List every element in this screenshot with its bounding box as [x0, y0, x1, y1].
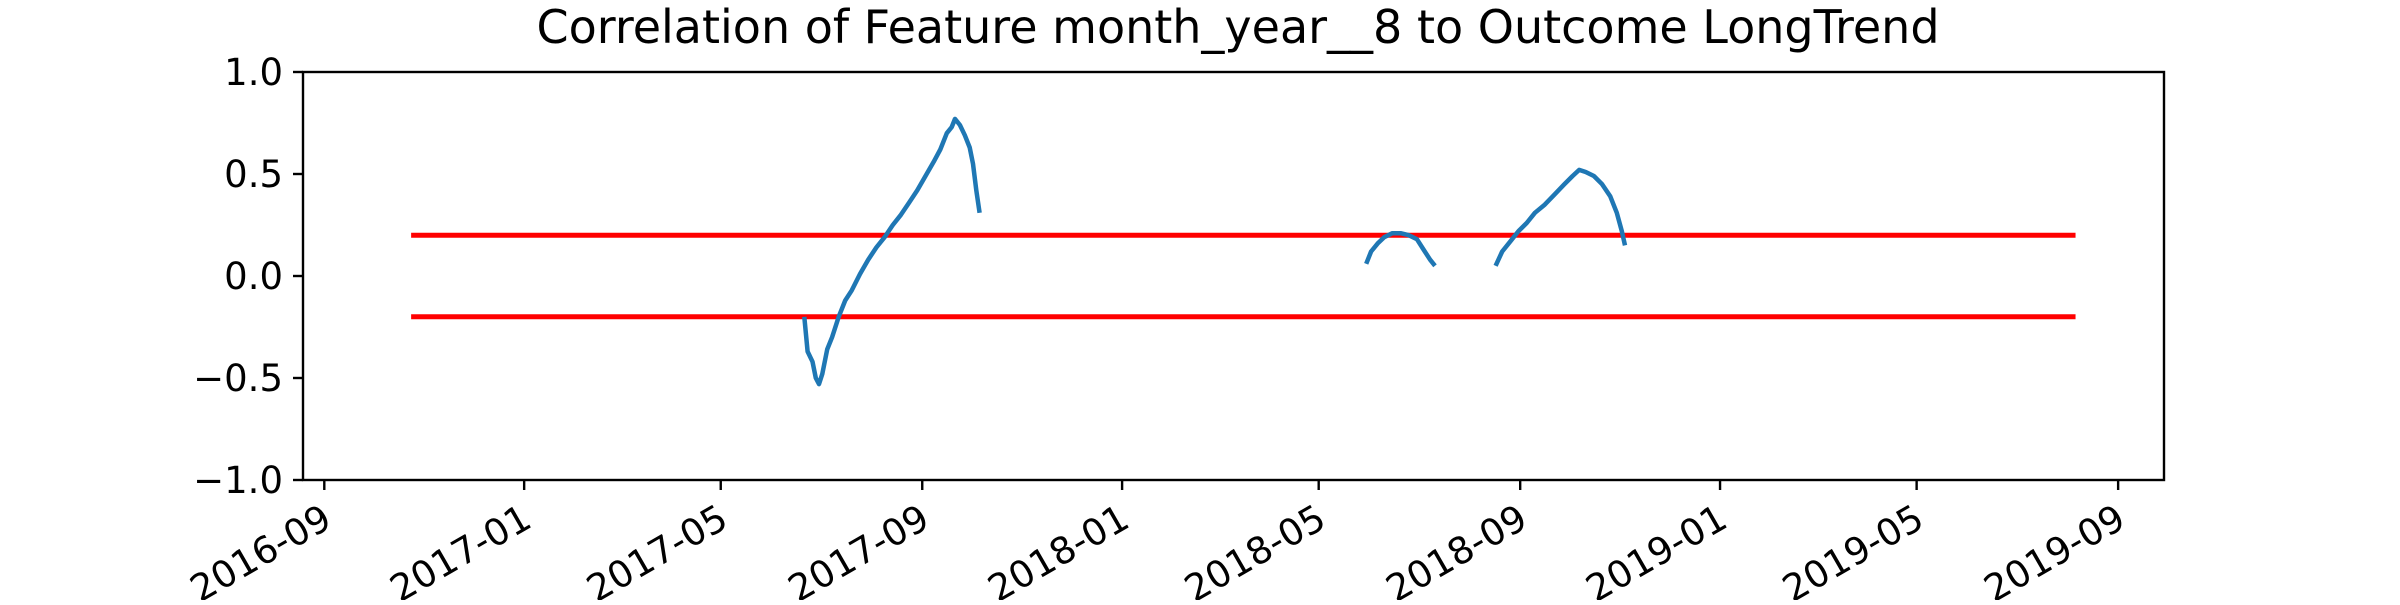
x-tick-label: 2019-09	[1977, 496, 2132, 600]
x-tick-label: 2017-09	[781, 496, 936, 600]
plot-frame	[301, 70, 2166, 482]
y-tick-label: 0.5	[224, 153, 283, 196]
x-tick-label: 2017-01	[383, 496, 538, 600]
x-tick-label: 2019-05	[1775, 496, 1930, 600]
x-tick-label: 2018-05	[1177, 496, 1332, 600]
y-tick-label: −1.0	[193, 459, 283, 502]
x-tick-label: 2019-01	[1579, 496, 1734, 600]
y-tick-label: 1.0	[224, 51, 283, 94]
correlation-line-segment	[1364, 230, 1437, 268]
plot-area: −1.0 −0.5 0.0 0.5 1.0 2016-09 2017-01 2017-05 20…	[183, 51, 2166, 605]
x-tick-label: 2018-09	[1379, 496, 1534, 600]
y-tick-label: −0.5	[193, 357, 283, 400]
y-tick-label: 0.0	[224, 255, 283, 298]
x-tick-label: 2016-09	[183, 496, 338, 600]
chart-title: Correlation of Feature month_year__8 to …	[536, 0, 1939, 54]
correlation-line-segment	[1493, 167, 1628, 267]
correlation-line-segment	[802, 116, 982, 387]
x-tick-label: 2018-01	[981, 496, 1136, 600]
x-tick-label: 2017-05	[579, 496, 734, 600]
